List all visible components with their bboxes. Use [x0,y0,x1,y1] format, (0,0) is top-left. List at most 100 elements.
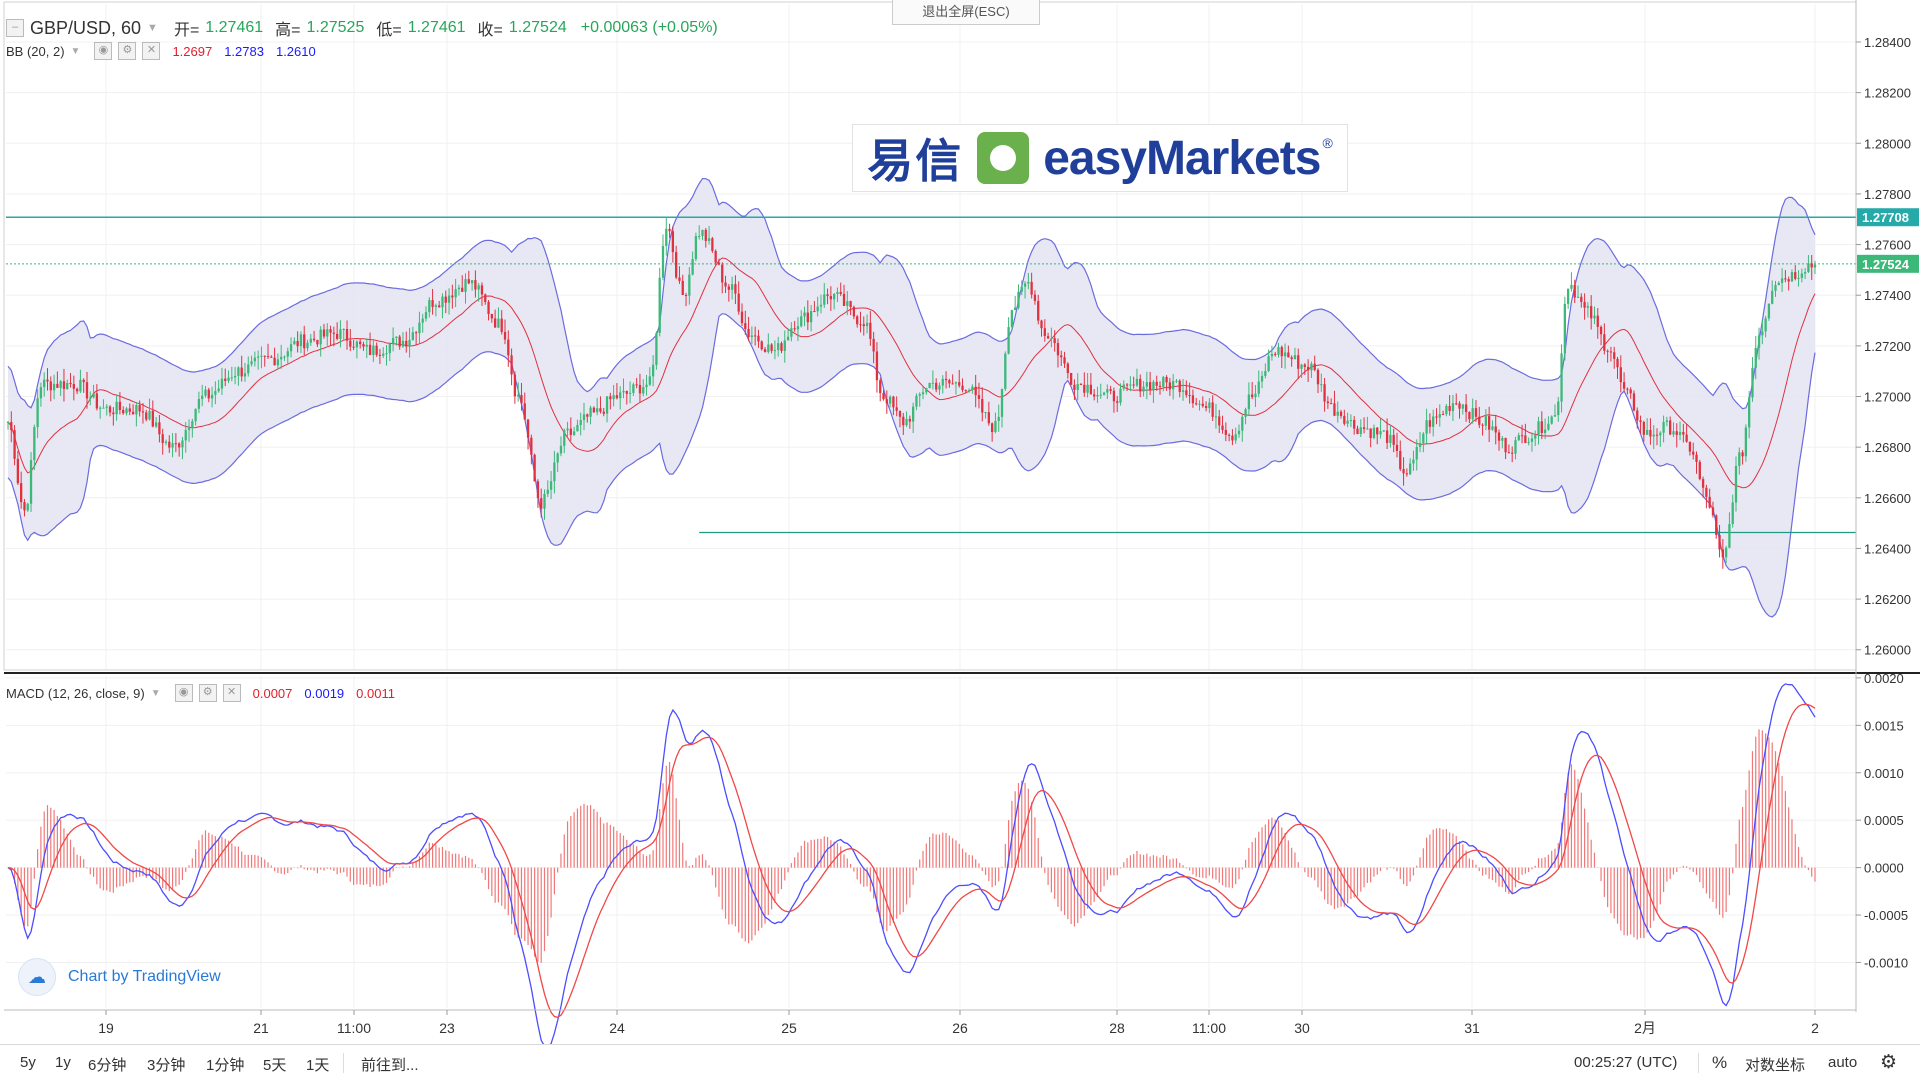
auto-scale-toggle[interactable]: auto [1828,1054,1858,1071]
candle [1576,296,1580,298]
candle [233,375,237,378]
candle [846,301,849,306]
collapse-icon[interactable]: – [6,19,24,37]
candle [816,306,819,312]
candle [326,329,329,337]
close-icon[interactable]: ✕ [142,42,161,60]
candle [362,344,365,347]
goto-date-button[interactable]: 前往到... [361,1057,419,1074]
candle [1290,357,1293,360]
candle [1017,291,1020,308]
candle [675,252,678,278]
dropdown-icon[interactable]: ▼ [147,22,158,34]
candle [23,502,26,511]
candle [698,235,701,237]
toolbar-divider [343,1053,344,1073]
timeframe-6min[interactable]: 6分钟 [88,1057,127,1074]
candle [1441,414,1445,416]
candle [1504,438,1507,453]
candle [62,381,66,390]
candle [931,382,935,384]
candle [1787,279,1790,282]
candle [928,382,931,388]
symbol-label[interactable]: GBP/USD, 60 [30,17,142,38]
candle [938,385,941,390]
candle [1043,328,1046,337]
candle [888,396,892,404]
candle [1435,416,1438,418]
timeframe-1y[interactable]: 1y [55,1054,71,1071]
eye-icon[interactable]: ◉ [94,42,113,60]
candle [859,324,862,326]
candle [836,291,839,294]
candle [1399,450,1402,470]
timeframe-1min[interactable]: 1分钟 [206,1057,245,1074]
macd-settings-icon[interactable]: ⚙ [198,684,217,702]
time-tick-label: 21 [253,1020,269,1036]
candle [1221,425,1224,430]
candle [921,392,925,395]
percent-toggle[interactable]: % [1712,1053,1728,1072]
candle [622,390,625,393]
candle [661,245,665,278]
candle [1349,419,1353,421]
candle [852,307,856,317]
gear-icon[interactable]: ⚙ [1880,1052,1898,1073]
candle [467,279,470,284]
timeframe-3min[interactable]: 3分钟 [147,1057,186,1074]
candle [92,393,95,398]
bb-dropdown-icon[interactable]: ▼ [70,45,81,57]
candle [1560,353,1563,402]
timeframe-5d[interactable]: 5天 [263,1057,287,1074]
toolbar-divider [1698,1053,1699,1073]
candle [1701,479,1705,488]
candle [1639,420,1642,423]
candle [1438,414,1441,418]
candle [1310,363,1313,371]
macd-eye-icon[interactable]: ◉ [174,684,193,702]
candle [819,304,823,307]
candle [1145,382,1148,387]
settings-icon[interactable]: ⚙ [118,42,137,60]
tradingview-badge[interactable]: ☁ Chart by TradingView [18,958,221,996]
candle [1224,429,1227,435]
candle [82,379,85,383]
exit-fullscreen-button[interactable]: 退出全屏(ESC) [892,0,1040,25]
tradingview-text[interactable]: Chart by TradingView [68,968,221,985]
price-tick-label: 1.27800 [1864,187,1911,202]
candle [431,300,434,307]
time-tick-label: 25 [781,1020,797,1036]
candle [46,379,49,382]
candle [1188,395,1191,397]
timeframe-5y[interactable]: 5y [20,1054,36,1071]
candle [773,350,777,352]
timeframe-1d[interactable]: 1天 [306,1057,330,1074]
candle [102,407,105,409]
candle [783,340,786,351]
candle [1464,404,1468,412]
log-scale-toggle[interactable]: 对数坐标 [1745,1057,1806,1074]
price-legend: – GBP/USD, 60 ▼ 开= 1.27461 高= 1.27525 低= 1.… [6,16,718,40]
candle [135,405,138,415]
candle [1428,420,1432,427]
macd-close-icon[interactable]: ✕ [222,684,241,702]
candle [1030,281,1033,295]
candle [112,412,115,415]
candle [711,238,714,251]
candle [1491,426,1494,430]
candle [299,334,303,347]
candle [671,231,675,253]
macd-label[interactable]: MACD (12, 26, close, 9) [6,685,145,701]
candle [148,410,151,420]
utc-clock[interactable]: 00:25:27 (UTC) [1574,1054,1678,1071]
bb-label[interactable]: BB (20, 2) [6,43,65,59]
candle [1642,422,1645,435]
candle [105,406,108,408]
candle [1069,373,1073,385]
candle [1718,535,1721,550]
macd-dropdown-icon[interactable]: ▼ [150,687,161,699]
macd-hist-value: 0.0007 [252,685,293,701]
candle [401,340,405,347]
candle [145,412,148,420]
candle [283,356,286,358]
